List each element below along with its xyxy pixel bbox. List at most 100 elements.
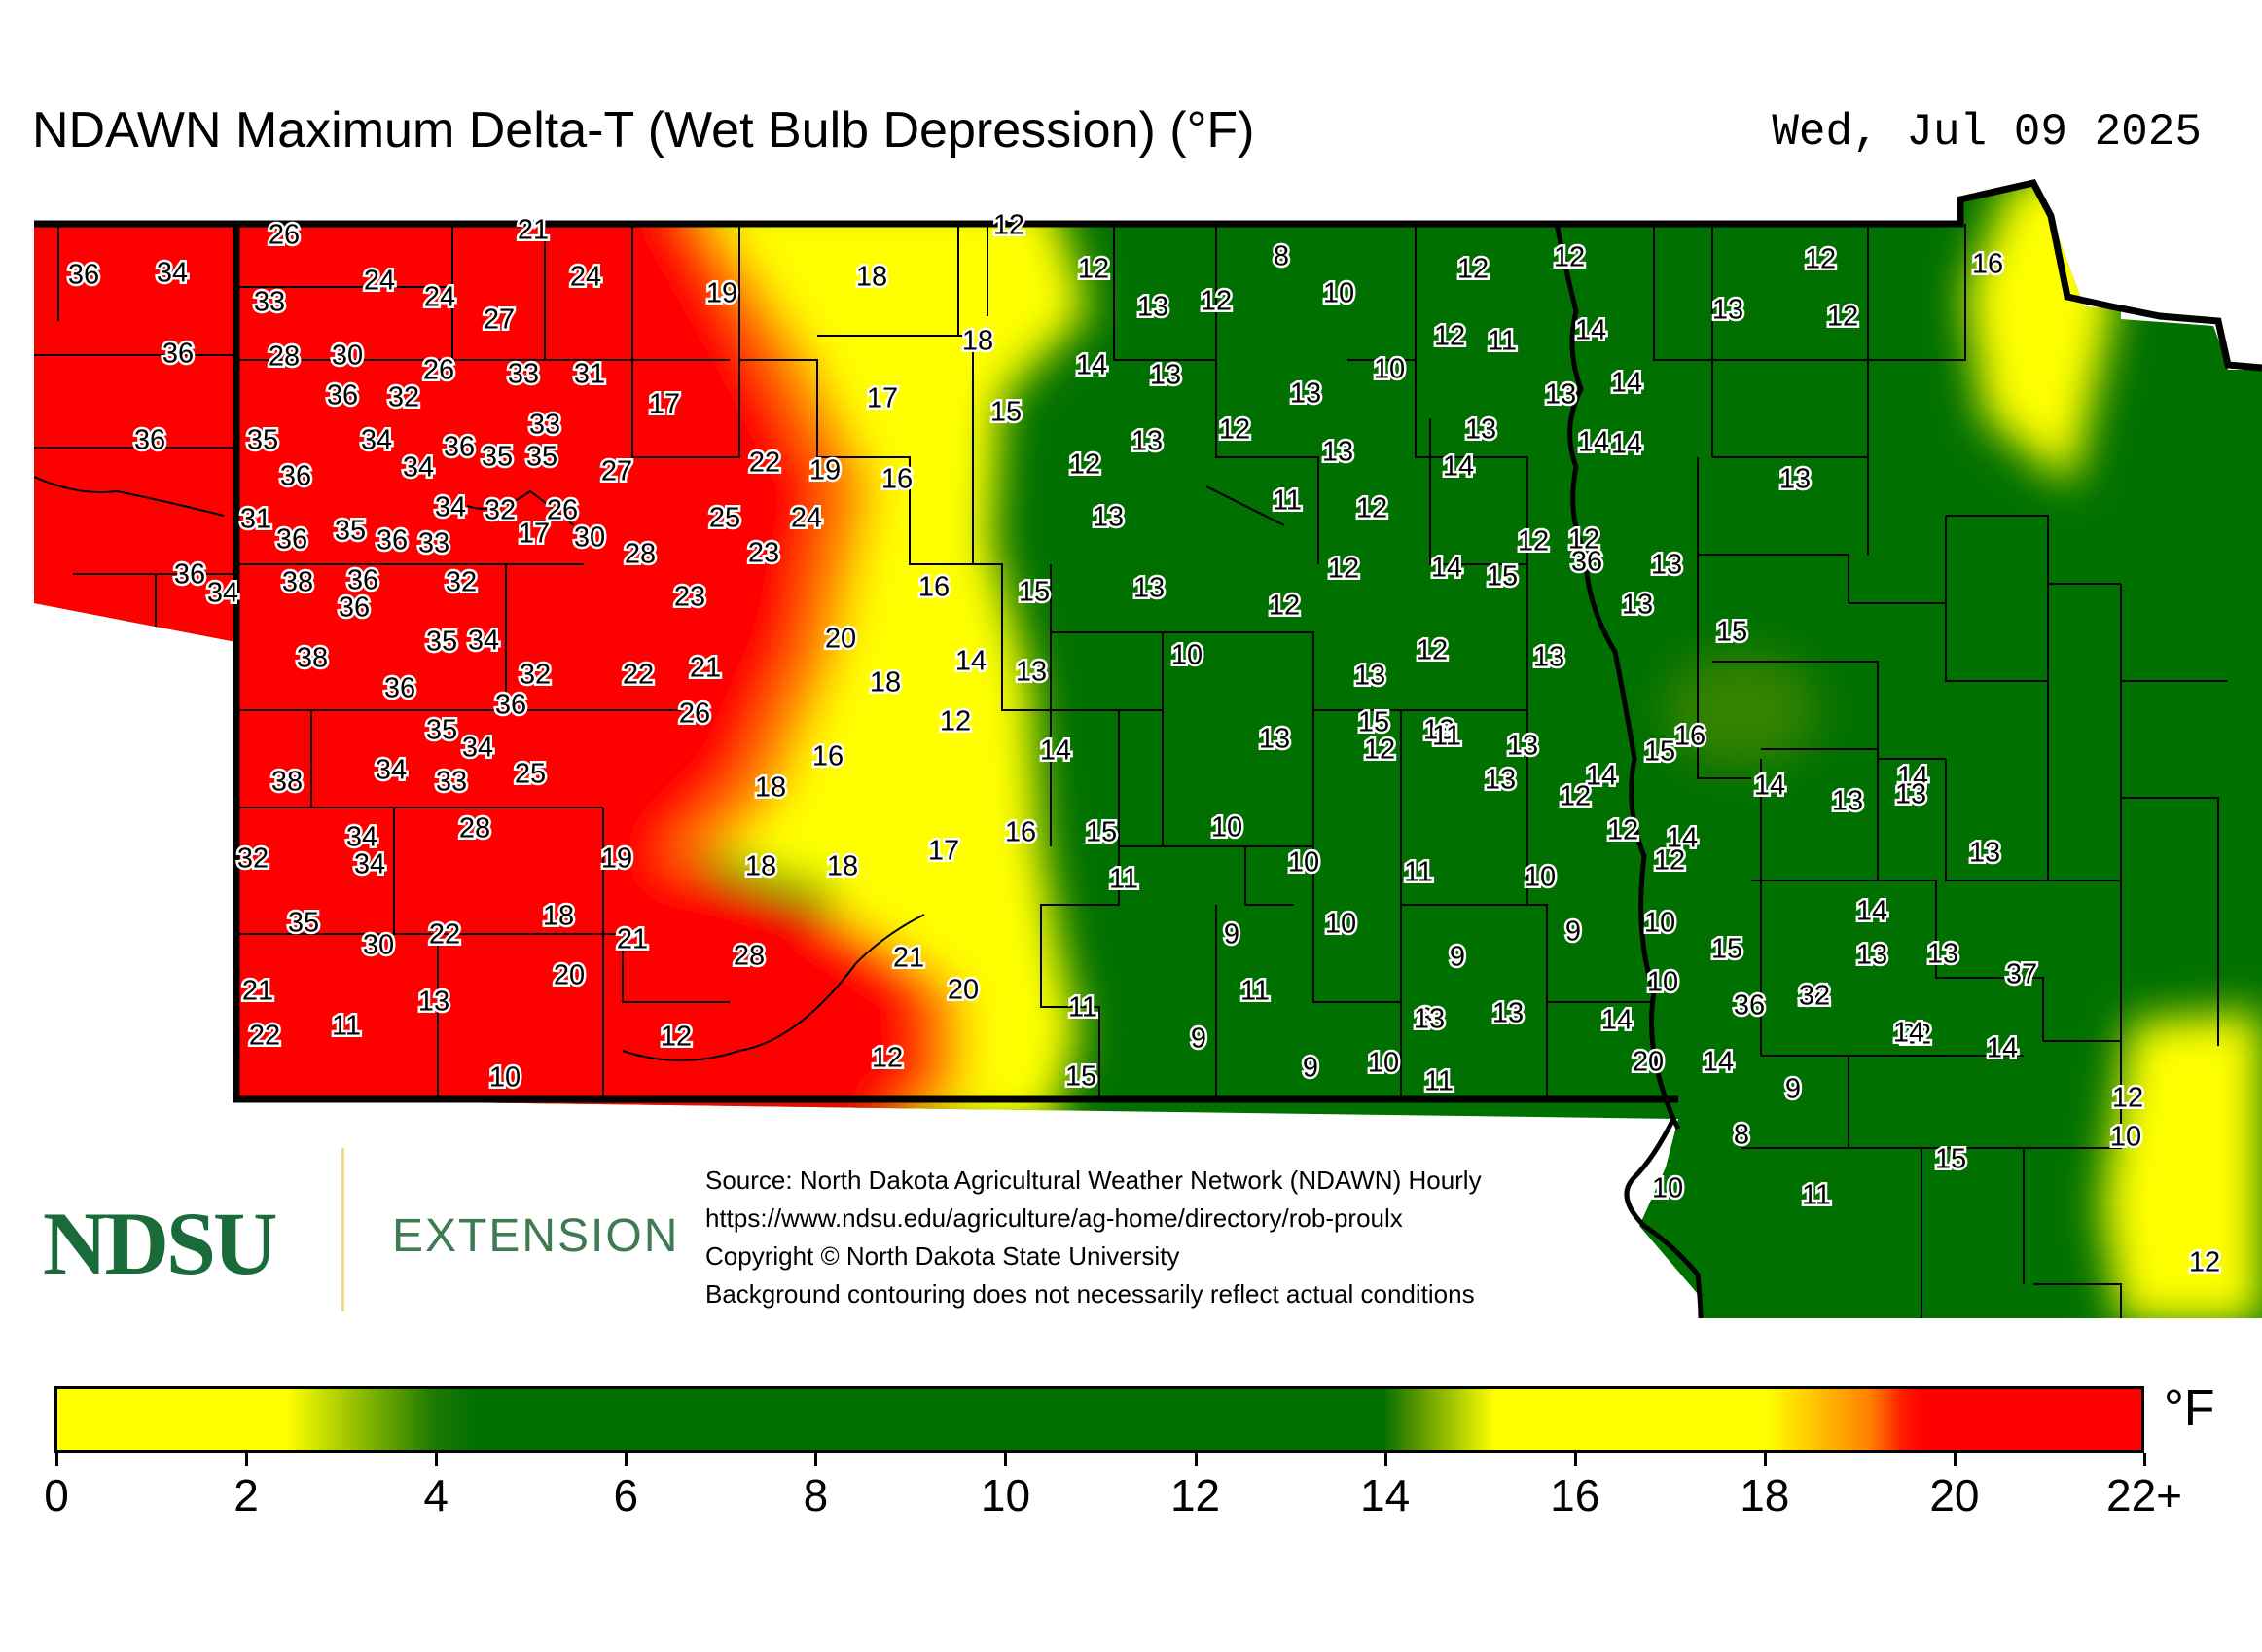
north-border	[34, 178, 2262, 372]
station-value-label: 32	[388, 382, 419, 413]
station-value-label: 33	[436, 767, 467, 798]
station-value-label: 11	[1109, 864, 1138, 895]
station-value-label: 35	[482, 442, 513, 473]
station-value-label: 36	[377, 525, 408, 557]
station-value-label: 14	[1586, 761, 1617, 792]
station-value-label: 13	[1016, 657, 1047, 688]
station-value-label: 16	[881, 464, 913, 495]
station-value-label: 20	[948, 975, 979, 1006]
station-value-label: 15	[1065, 1061, 1096, 1093]
station-value-label: 26	[269, 220, 300, 251]
station-value-label: 10	[1525, 862, 1556, 893]
station-value-label: 21	[893, 943, 924, 974]
station-value-label: 34	[354, 849, 385, 880]
station-value-label: 24	[364, 266, 395, 297]
colorbar-tick-label: 6	[613, 1470, 639, 1521]
station-value-label: 12	[1328, 554, 1359, 585]
colorbar-tick	[1004, 1453, 1008, 1466]
station-value-label: 20	[825, 624, 856, 655]
station-value-label: 13	[1423, 715, 1454, 746]
station-value-label: 16	[1005, 817, 1036, 848]
station-value-label: 18	[962, 326, 993, 357]
station-value-label: 13	[1969, 838, 2000, 869]
logo-divider	[341, 1148, 344, 1311]
colorbar-tick-label: 12	[1169, 1470, 1221, 1521]
station-value-label: 35	[426, 627, 457, 658]
colorbar-tick-label: 2	[233, 1470, 259, 1521]
station-value-label: 12	[1457, 254, 1489, 285]
station-value-label: 12	[1805, 244, 1836, 275]
station-value-label: 10	[2110, 1122, 2141, 1153]
station-value-label: 20	[554, 960, 585, 991]
station-value-label: 13	[1322, 437, 1353, 468]
station-value-label: 24	[424, 282, 455, 313]
station-value-label: 15	[990, 397, 1022, 428]
station-value-label: 14	[1040, 736, 1071, 767]
station-value-label: 13	[1485, 765, 1516, 796]
station-value-label: 26	[423, 355, 454, 386]
station-value-label: 14	[1575, 315, 1606, 346]
station-value-label: 10	[1325, 909, 1356, 940]
station-value-label: 21	[242, 976, 273, 1007]
station-value-label: 14	[1987, 1033, 2018, 1064]
station-value-label: 34	[361, 425, 392, 456]
station-value-label: 22	[429, 919, 460, 951]
station-value-label: 15	[1716, 617, 1747, 648]
station-value-label: 13	[1507, 731, 1538, 762]
station-value-label: 23	[674, 582, 705, 613]
station-value-label: 13	[1465, 414, 1496, 446]
station-value-label: 12	[661, 1022, 692, 1053]
copyright-line: Copyright © North Dakota State Universit…	[705, 1241, 1180, 1271]
map-title: NDAWN Maximum Delta-T (Wet Bulb Depressi…	[32, 102, 1255, 159]
station-value-label: 11	[1432, 721, 1461, 752]
station-value-label: 36	[68, 260, 99, 291]
station-value-label: 28	[269, 341, 300, 373]
station-value-label: 36	[1734, 990, 1765, 1022]
station-value-label: 12	[1201, 286, 1232, 317]
station-value-label: 12	[940, 706, 971, 737]
station-value-label: 35	[335, 516, 366, 547]
station-value-label: 36	[347, 565, 378, 596]
station-value-label: 12	[1654, 845, 1685, 877]
station-value-label: 13	[1093, 502, 1124, 533]
colorbar-tick-label: 10	[980, 1470, 1031, 1521]
station-value-label: 14	[1798, 981, 1829, 1012]
station-value-label: 15	[1644, 736, 1675, 768]
colorbar-tick	[55, 1453, 58, 1466]
station-value-label: 13	[1651, 550, 1682, 581]
station-value-label: 10	[1652, 1173, 1683, 1204]
colorbar-tick	[1763, 1453, 1767, 1466]
station-value-label: 32	[237, 844, 269, 875]
station-value-label: 12	[1554, 242, 1585, 273]
station-value-label: 13	[1545, 379, 1576, 411]
station-value-label: 36	[444, 432, 475, 463]
station-value-label: 12	[1560, 781, 1591, 812]
station-value-label: 10	[1644, 908, 1675, 939]
colorbar-tick	[1573, 1453, 1577, 1466]
station-value-label: 9	[1785, 1074, 1801, 1105]
station-value-label: 12	[1568, 524, 1599, 556]
station-value-label: 13	[1133, 573, 1165, 604]
station-value-label: 10	[1323, 278, 1354, 309]
station-value-label: 13	[1290, 378, 1321, 410]
station-value-label: 14	[1893, 1018, 1924, 1049]
station-value-label: 36	[174, 559, 205, 591]
station-value-label: 9	[1303, 1053, 1318, 1084]
station-value-label: 34	[462, 733, 493, 764]
colorbar-tick-label: 14	[1360, 1470, 1411, 1521]
station-value-label: 12	[1078, 254, 1109, 285]
station-value-label: 12	[1434, 321, 1465, 352]
colorbar-tick	[1953, 1453, 1957, 1466]
extension-label: EXTENSION	[392, 1210, 680, 1262]
station-value-label: 38	[282, 567, 313, 598]
station-value-label: 36	[339, 593, 370, 624]
station-value-label: 34	[468, 626, 499, 657]
station-value-label: 13	[1137, 292, 1168, 323]
station-value-label: 12	[1356, 493, 1387, 524]
station-value-label: 14	[1601, 1005, 1633, 1036]
station-value-label: 33	[418, 528, 449, 559]
source-url[interactable]: https://www.ndsu.edu/agriculture/ag-home…	[705, 1203, 1403, 1233]
station-value-label: 12	[1269, 591, 1300, 622]
station-value-label: 13	[1492, 998, 1524, 1029]
